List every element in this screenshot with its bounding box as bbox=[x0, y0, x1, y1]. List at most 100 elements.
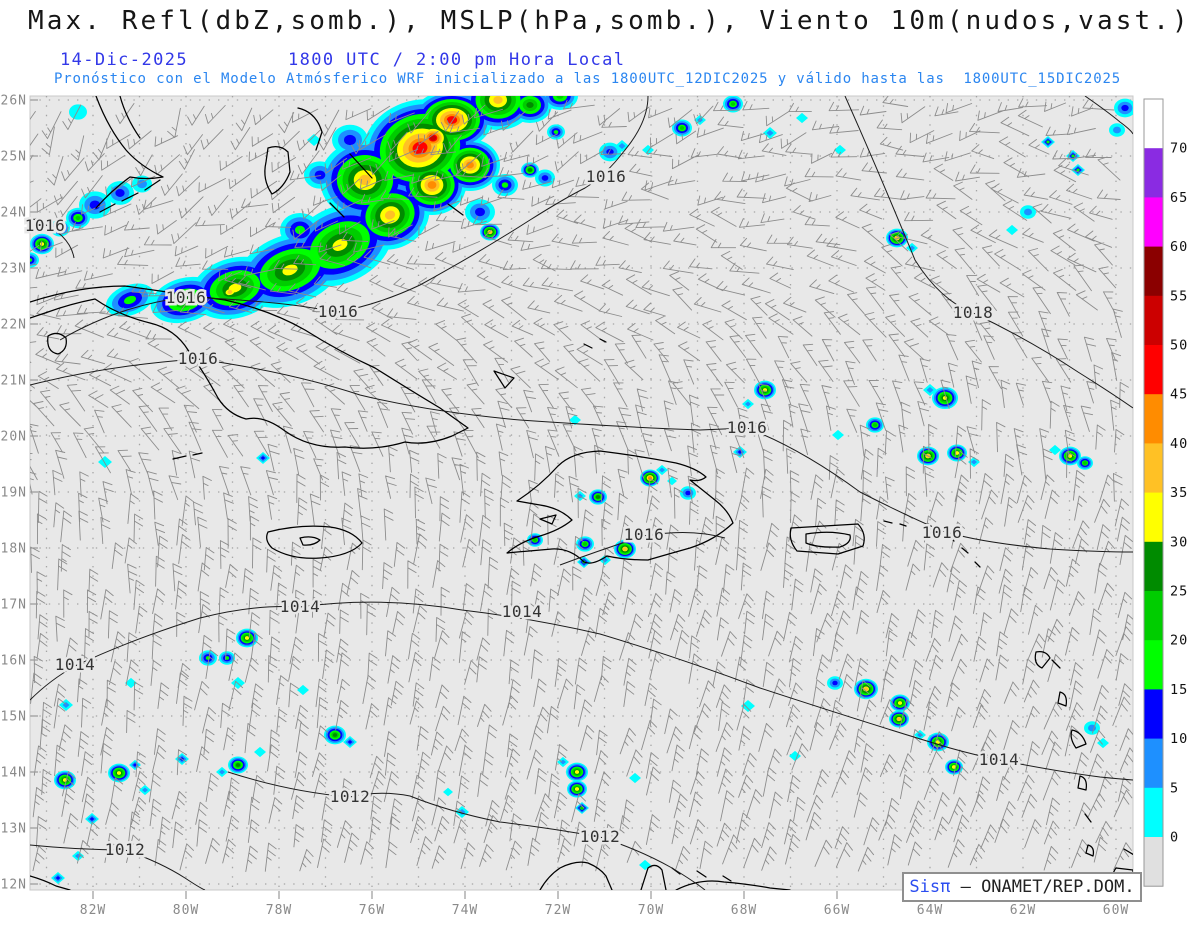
lon-axis-label: 62W bbox=[1010, 903, 1036, 918]
colorbar-tick-label: 70 bbox=[1170, 141, 1188, 157]
isobar-label: 1012 bbox=[580, 827, 621, 846]
coastline bbox=[539, 861, 613, 890]
colorbar-segment bbox=[1144, 738, 1163, 789]
lat-axis-label: 25N bbox=[1, 150, 27, 165]
isobar-label: 1014 bbox=[55, 655, 96, 674]
coastline bbox=[506, 450, 734, 564]
coastline bbox=[1070, 729, 1087, 749]
coastline bbox=[789, 523, 865, 555]
coastline bbox=[1123, 848, 1133, 856]
coastline bbox=[119, 96, 141, 139]
lat-axis-label: 18N bbox=[1, 542, 27, 557]
isobar-contour bbox=[30, 601, 1133, 781]
colorbar-segment bbox=[1144, 591, 1163, 641]
isobar-contour bbox=[227, 771, 706, 890]
coastline bbox=[266, 525, 363, 559]
coastline-layer bbox=[30, 96, 1133, 890]
isobar-contour bbox=[30, 358, 1133, 553]
lat-axis-label: 26N bbox=[1, 94, 27, 109]
colorbar-tick-label: 20 bbox=[1170, 633, 1188, 649]
colorbar-segment bbox=[1144, 837, 1163, 887]
colorbar-tick-label: 55 bbox=[1170, 288, 1188, 304]
isobar-label: 1016 bbox=[922, 523, 963, 542]
coastline bbox=[583, 338, 607, 349]
lon-axis-label: 72W bbox=[545, 903, 571, 918]
lat-axis-label: 19N bbox=[1, 486, 27, 501]
coastline bbox=[1085, 844, 1095, 857]
lon-axis-label: 74W bbox=[452, 903, 478, 918]
colorbar-tick-label: 15 bbox=[1170, 682, 1188, 698]
coastline bbox=[1034, 651, 1051, 669]
colorbar-segment bbox=[1144, 197, 1163, 248]
lon-axis-label: 80W bbox=[173, 903, 199, 918]
coastline bbox=[99, 179, 161, 213]
colorbar-tick-label: 50 bbox=[1170, 338, 1188, 354]
coastline bbox=[30, 875, 71, 890]
isobar-label: 1016 bbox=[178, 349, 219, 368]
lat-axis-label: 21N bbox=[1, 374, 27, 389]
colorbar-segment bbox=[1144, 345, 1163, 395]
coastline bbox=[947, 536, 981, 568]
isobar-label: 1012 bbox=[330, 787, 371, 806]
isobar-label: 1016 bbox=[727, 418, 768, 437]
colorbar-segment bbox=[1144, 394, 1163, 444]
isobar-label: 1016 bbox=[318, 302, 359, 321]
lon-axis-label: 60W bbox=[1103, 903, 1129, 918]
lat-axis-label: 17N bbox=[1, 598, 27, 613]
colorbar-segment bbox=[1144, 443, 1163, 494]
isobar-label: 1016 bbox=[166, 288, 207, 307]
model-run-info: Pronóstico con el Modelo Atmósferico WRF… bbox=[54, 71, 1122, 87]
isobar-label: 1016 bbox=[624, 525, 665, 544]
coastline bbox=[297, 107, 323, 151]
coastline bbox=[539, 514, 557, 525]
isobar-label: 1018 bbox=[953, 303, 994, 322]
colorbar-tick-label: 5 bbox=[1170, 780, 1179, 796]
coastline bbox=[883, 520, 907, 527]
colorbar-tick-label: 10 bbox=[1170, 731, 1188, 747]
colorbar-segment bbox=[1144, 787, 1163, 838]
colorbar-tick-label: 0 bbox=[1170, 830, 1179, 846]
colorbar-tick-label: 35 bbox=[1170, 485, 1188, 501]
coastline bbox=[329, 202, 345, 218]
forecast-time: 1800 UTC / 2:00 pm Hora Local bbox=[288, 50, 626, 70]
isobar-label: 1014 bbox=[979, 750, 1020, 769]
colorbar-tick-label: 30 bbox=[1170, 534, 1188, 550]
isobar-contour bbox=[30, 844, 206, 890]
coastline bbox=[172, 452, 203, 460]
isobar-contour bbox=[1084, 96, 1133, 135]
lon-axis-label: 70W bbox=[638, 903, 664, 918]
lat-axis-label: 23N bbox=[1, 262, 27, 277]
colorbar-segment bbox=[1144, 99, 1163, 149]
isobar-label: 1016 bbox=[25, 216, 66, 235]
isobar-label: 1016 bbox=[586, 167, 627, 186]
colorbar-tick-label: 40 bbox=[1170, 436, 1188, 452]
coastline bbox=[299, 536, 321, 546]
isobar-contour bbox=[559, 531, 726, 566]
isobar-contour bbox=[59, 96, 649, 341]
colorbar-tick-label: 25 bbox=[1170, 584, 1188, 600]
axis-labels: 26N25N24N23N22N21N20N19N18N17N16N15N14N1… bbox=[1, 94, 1129, 919]
isobar-layer bbox=[30, 96, 1133, 890]
coastline bbox=[47, 332, 67, 355]
coastline bbox=[447, 203, 464, 216]
coastline bbox=[1051, 659, 1061, 669]
reflectivity-layer bbox=[30, 96, 1133, 884]
credit-org: – ONAMET/REP.DOM. bbox=[950, 877, 1135, 897]
coastline bbox=[1077, 775, 1087, 791]
isobar-contour bbox=[30, 217, 75, 259]
coastline bbox=[1084, 813, 1092, 823]
coastline bbox=[1057, 691, 1067, 707]
lon-axis-label: 76W bbox=[359, 903, 385, 918]
lat-axis-label: 12N bbox=[1, 878, 27, 893]
lon-axis-label: 66W bbox=[824, 903, 850, 918]
colorbar-segment bbox=[1144, 246, 1163, 297]
coastline bbox=[640, 864, 667, 890]
lat-axis-label: 20N bbox=[1, 430, 27, 445]
colorbar-segment bbox=[1144, 541, 1163, 592]
isobar-label: 1014 bbox=[502, 602, 543, 621]
isobar-labels: 1016 1016 1016 1016 1016 1016 1016 1016 1018 1014… bbox=[22, 165, 1021, 862]
colorbar-segment bbox=[1144, 148, 1163, 198]
forecast-date: 14-Dic-2025 bbox=[60, 50, 188, 70]
